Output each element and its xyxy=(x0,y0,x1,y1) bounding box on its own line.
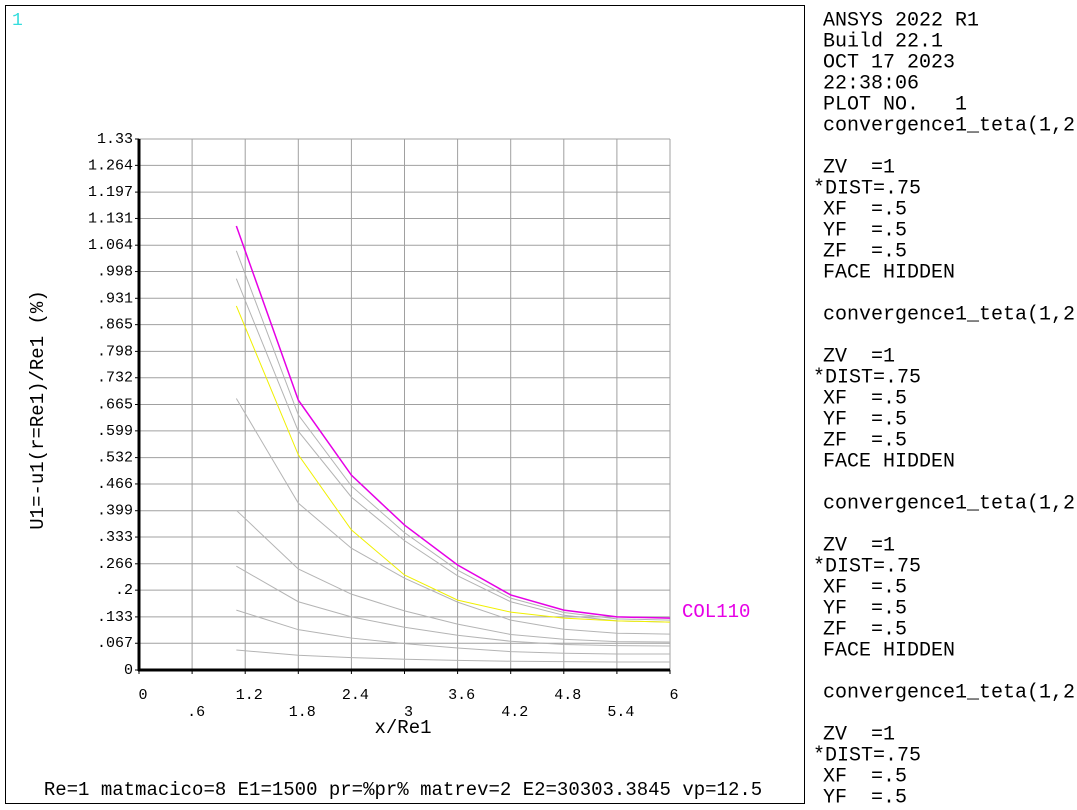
sidebar-text: ANSYS 2022 R1 xyxy=(823,9,979,32)
sidebar-text: ZV =1 xyxy=(823,534,895,557)
y-tick-label: .399 xyxy=(97,503,133,520)
x-tick-label: 5.4 xyxy=(607,704,634,721)
sidebar-text: ZV =1 xyxy=(823,723,895,746)
y-tick-label: .599 xyxy=(97,423,133,440)
x-tick-label: 1.8 xyxy=(289,704,316,721)
series-line xyxy=(236,509,671,643)
sidebar-text: *DIST=.75 xyxy=(813,744,921,767)
series-line xyxy=(235,250,671,621)
x-tick-label: 3 xyxy=(404,704,413,721)
window-number: 1 xyxy=(12,11,23,31)
sidebar-text: XF =.5 xyxy=(823,387,907,410)
y-tick-label: 1.197 xyxy=(88,184,133,201)
series-line xyxy=(235,225,671,619)
x-tick-label: .6 xyxy=(187,704,205,721)
x-tick-label: 4.2 xyxy=(501,704,528,721)
sidebar-text: XF =.5 xyxy=(823,576,907,599)
sidebar-text: FACE HIDDEN xyxy=(823,450,955,473)
y-tick-label: .931 xyxy=(97,290,133,307)
sidebar-text: *DIST=.75 xyxy=(813,555,921,578)
sidebar-text: ZV =1 xyxy=(823,156,895,179)
sidebar-text: XF =.5 xyxy=(823,198,907,221)
sidebar-text: FACE HIDDEN xyxy=(823,261,955,284)
series-line xyxy=(235,278,671,623)
sidebar-text: convergence1_teta(1,2 xyxy=(823,114,1075,137)
y-tick-label: .665 xyxy=(97,396,133,413)
sidebar-text: YF =.5 xyxy=(823,786,907,809)
sidebar-text: Build 22.1 xyxy=(823,30,943,53)
footer: Re=1 matmacico=8 E1=1500 pr=%pr% matrev=… xyxy=(44,779,762,801)
y-tick-label: .133 xyxy=(97,609,133,626)
series-line xyxy=(236,609,670,655)
y-tick-label: 0 xyxy=(124,662,133,679)
sidebar-text: ZF =.5 xyxy=(823,429,907,452)
sidebar-text: *DIST=.75 xyxy=(813,366,921,389)
sidebar-text: convergence1_teta(1,2 xyxy=(823,681,1075,704)
sidebar-text: OCT 17 2023 xyxy=(823,51,955,74)
y-tick-label: 1.064 xyxy=(88,237,133,254)
sidebar-text: YF =.5 xyxy=(823,219,907,242)
y-tick-label: .532 xyxy=(97,450,133,467)
x-tick-label: 4.8 xyxy=(554,687,581,704)
x-tick-label: 1.2 xyxy=(236,687,263,704)
y-tick-label: .732 xyxy=(97,370,133,387)
x-tick-label: 6 xyxy=(669,687,678,704)
x-tick-label: 2.4 xyxy=(342,687,369,704)
y-tick-label: .798 xyxy=(97,343,133,360)
y-axis-label: U1=-u1(r=Re1)/Re1 (%) xyxy=(27,290,49,529)
y-tick-label: .865 xyxy=(97,317,133,334)
y-tick-label: .067 xyxy=(97,635,133,652)
y-tick-label: .266 xyxy=(97,556,133,573)
sidebar-text: ZF =.5 xyxy=(823,240,907,263)
sidebar-text: YF =.5 xyxy=(823,597,907,620)
series-line xyxy=(236,565,671,647)
x-axis-label: x/Re1 xyxy=(374,717,431,739)
x-tick-label: 0 xyxy=(138,687,147,704)
x-tick-label: 3.6 xyxy=(448,687,475,704)
y-tick-label: .2 xyxy=(115,582,133,599)
y-tick-label: 1.131 xyxy=(88,210,133,227)
sidebar-text: *DIST=.75 xyxy=(813,177,921,200)
sidebar-text: ZV =1 xyxy=(823,345,895,368)
sidebar-text: 22:38:06 xyxy=(823,72,919,95)
y-tick-label: 1.33 xyxy=(97,131,133,148)
sidebar-text: YF =.5 xyxy=(823,408,907,431)
sidebar-text: PLOT NO. 1 xyxy=(823,93,967,116)
sidebar-text: ZF =.5 xyxy=(823,618,907,641)
series-line xyxy=(235,398,671,635)
sidebar-text: convergence1_teta(1,2 xyxy=(823,492,1075,515)
sidebar-text: convergence1_teta(1,2 xyxy=(823,303,1075,326)
y-tick-label: .333 xyxy=(97,529,133,546)
series-line xyxy=(235,305,671,623)
sidebar-text: XF =.5 xyxy=(823,765,907,788)
y-tick-label: .998 xyxy=(97,264,133,281)
y-tick-label: .466 xyxy=(97,476,133,493)
series-line xyxy=(236,649,670,663)
legend-label: COL110 xyxy=(682,601,750,623)
y-tick-label: 1.264 xyxy=(88,157,133,174)
sidebar-text: FACE HIDDEN xyxy=(823,639,955,662)
